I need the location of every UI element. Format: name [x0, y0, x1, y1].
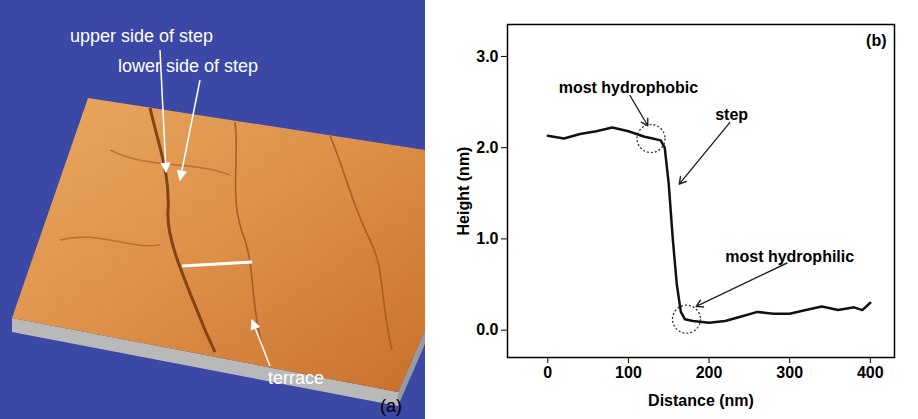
svg-text:0.0: 0.0 — [476, 321, 498, 338]
svg-text:most hydrophilic: most hydrophilic — [725, 248, 854, 265]
svg-text:(a): (a) — [380, 396, 402, 416]
svg-text:most hydrophobic: most hydrophobic — [559, 79, 699, 96]
svg-text:upper side of step: upper side of step — [70, 26, 213, 46]
svg-text:300: 300 — [776, 364, 803, 381]
svg-text:(b): (b) — [866, 32, 886, 49]
svg-text:Distance (nm): Distance (nm) — [648, 392, 754, 409]
svg-text:400: 400 — [857, 364, 884, 381]
svg-text:2.0: 2.0 — [476, 139, 498, 156]
svg-text:lower side of step: lower side of step — [118, 56, 258, 76]
svg-text:terrace: terrace — [268, 368, 324, 388]
svg-text:1.0: 1.0 — [476, 230, 498, 247]
svg-text:200: 200 — [696, 364, 723, 381]
svg-text:step: step — [715, 106, 748, 123]
svg-text:0: 0 — [543, 364, 552, 381]
svg-text:Height (nm): Height (nm) — [455, 147, 472, 236]
svg-text:3.0: 3.0 — [476, 48, 498, 65]
svg-text:100: 100 — [615, 364, 642, 381]
